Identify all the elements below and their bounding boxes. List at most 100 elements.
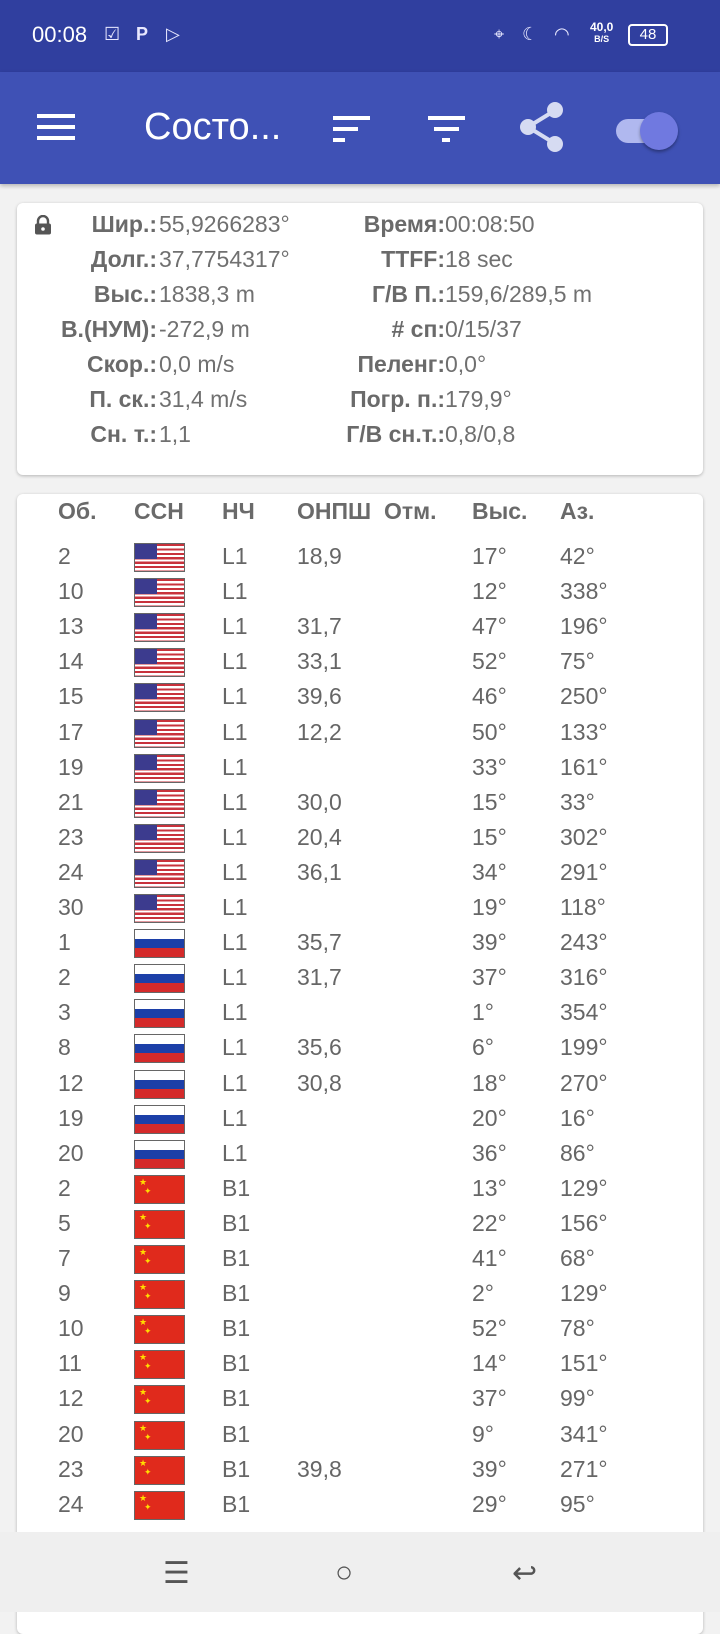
home-icon[interactable]: ○ <box>335 1556 354 1589</box>
share-icon[interactable] <box>518 102 566 152</box>
sat-frequency: L1 <box>222 1104 248 1131</box>
sat-id: 3 <box>58 999 71 1026</box>
table-row[interactable]: 5 ★ ✦ B1 22° 156° <box>17 1206 703 1242</box>
table-row[interactable]: 13 L1 31,7 47° 196° <box>17 609 703 645</box>
table-row[interactable]: 8 L1 35,6 6° 199° <box>17 1030 703 1066</box>
sat-azimuth: 16° <box>560 1104 595 1131</box>
table-row[interactable]: 23 ★ ✦ B1 39,8 39° 271° <box>17 1452 703 1488</box>
sat-azimuth: 95° <box>560 1490 595 1517</box>
sat-azimuth: 118° <box>560 894 606 920</box>
sat-cn0: 30,8 <box>297 1069 342 1096</box>
toggle-switch[interactable] <box>616 112 678 150</box>
table-row[interactable]: 24 L1 36,1 34° 291° <box>17 855 703 891</box>
back-icon[interactable]: ↩ <box>512 1557 538 1590</box>
sat-elevation: 15° <box>472 823 507 850</box>
header-cn0[interactable]: ОНПШ <box>297 498 372 524</box>
table-row[interactable]: 20 ★ ✦ B1 9° 341° <box>17 1417 703 1453</box>
menu-icon[interactable] <box>37 114 75 140</box>
sat-elevation: 19° <box>472 894 507 920</box>
recents-icon[interactable]: ☰ <box>163 1557 190 1590</box>
sat-frequency: B1 <box>222 1245 251 1271</box>
info-row: Шир.: 55,9266283° Время: 00:08:50 <box>17 211 703 247</box>
sat-azimuth: 291° <box>560 858 608 885</box>
info-value: 0,8/0,8 <box>445 421 516 447</box>
sat-cn0: 20,4 <box>297 823 342 850</box>
gps-info-card: Шир.: 55,9266283° Время: 00:08:50 Долг.: 37,7… <box>17 203 703 475</box>
table-row[interactable]: 19 L1 33° 161° <box>17 750 703 786</box>
info-value: 37,7754317° <box>159 246 290 272</box>
info-row: Долг.: 37,7754317° TTFF: 18 sec <box>17 246 703 282</box>
header-id[interactable]: Об. <box>58 498 97 524</box>
sort-icon[interactable] <box>333 116 370 149</box>
table-row[interactable]: 30 L1 19° 118° <box>17 890 703 926</box>
sat-id: 20 <box>58 1420 84 1447</box>
sat-elevation: 2° <box>472 1280 494 1307</box>
sat-frequency: L1 <box>222 1069 248 1096</box>
table-row[interactable]: 14 L1 33,1 52° 75° <box>17 644 703 680</box>
table-row[interactable]: 2 L1 18,9 17° 42° <box>17 539 703 575</box>
sat-azimuth: 196° <box>560 613 608 640</box>
sat-cn0: 33,1 <box>297 648 342 675</box>
flag-cn-icon: ★ ✦ <box>134 1174 185 1204</box>
sat-id: 9 <box>58 1280 71 1307</box>
info-label: Пеленг: <box>357 351 445 377</box>
checkbox-notification-icon: ☑ <box>104 24 121 44</box>
sat-elevation: 29° <box>472 1490 507 1517</box>
table-row[interactable]: 10 L1 12° 338° <box>17 574 703 610</box>
sat-cn0: 30,0 <box>297 788 342 815</box>
lock-icon <box>35 215 51 235</box>
sat-frequency: L1 <box>222 964 248 991</box>
header-constellation[interactable]: ССН <box>134 498 184 524</box>
table-row[interactable]: 2 L1 31,7 37° 316° <box>17 960 703 996</box>
satellite-table: Об. ССН НЧ ОНПШ Отм. Выс. Аз. 2 L1 18,9 17°… <box>17 494 703 1634</box>
info-value: 1838,3 m <box>159 281 255 307</box>
sat-cn0: 12,2 <box>297 718 342 745</box>
sat-cn0: 36,1 <box>297 858 342 885</box>
sat-elevation: 14° <box>472 1350 507 1377</box>
table-row[interactable]: 7 ★ ✦ B1 41° 68° <box>17 1241 703 1277</box>
table-row[interactable]: 21 L1 30,0 15° 33° <box>17 785 703 821</box>
table-row[interactable]: 2 ★ ✦ B1 13° 129° <box>17 1171 703 1207</box>
info-value: 0,0 m/s <box>159 351 235 377</box>
table-row[interactable]: 11 ★ ✦ B1 14° 151° <box>17 1346 703 1382</box>
sat-id: 12 <box>58 1385 84 1412</box>
sat-elevation: 34° <box>472 858 507 885</box>
table-row[interactable]: 19 L1 20° 16° <box>17 1101 703 1137</box>
moon-icon: ☾ <box>522 24 539 44</box>
table-row[interactable]: 24 ★ ✦ B1 29° 95° <box>17 1487 703 1523</box>
table-row[interactable]: 1 L1 35,7 39° 243° <box>17 925 703 961</box>
play-store-icon: ▷ <box>166 24 180 44</box>
table-row[interactable]: 9 ★ ✦ B1 2° 129° <box>17 1276 703 1312</box>
table-row[interactable]: 10 ★ ✦ B1 52° 78° <box>17 1311 703 1347</box>
header-flags[interactable]: Отм. <box>384 498 437 524</box>
sat-id: 14 <box>58 648 84 675</box>
table-row[interactable]: 15 L1 39,6 46° 250° <box>17 679 703 715</box>
flag-us-icon <box>134 578 185 608</box>
sat-id: 11 <box>58 1350 82 1377</box>
table-row[interactable]: 3 L1 1° 354° <box>17 995 703 1031</box>
flag-cn-icon: ★ ✦ <box>134 1420 185 1450</box>
sat-azimuth: 156° <box>560 1209 608 1236</box>
sat-frequency: L1 <box>222 718 248 745</box>
header-azimuth[interactable]: Аз. <box>560 498 595 524</box>
flag-ru-icon <box>134 999 185 1029</box>
sat-azimuth: 250° <box>560 683 608 710</box>
table-row[interactable]: 12 ★ ✦ B1 37° 99° <box>17 1381 703 1417</box>
sat-elevation: 36° <box>472 1139 507 1166</box>
info-label: Шир.: <box>91 211 157 237</box>
flag-us-icon <box>134 753 185 783</box>
sat-azimuth: 271° <box>560 1455 608 1482</box>
table-row[interactable]: 12 L1 30,8 18° 270° <box>17 1066 703 1102</box>
table-row[interactable]: 23 L1 20,4 15° 302° <box>17 820 703 856</box>
sat-id: 5 <box>58 1209 71 1236</box>
filter-icon[interactable] <box>428 116 465 149</box>
header-frequency[interactable]: НЧ <box>222 498 255 524</box>
header-elevation[interactable]: Выс. <box>472 498 528 524</box>
info-row: Выс.: 1838,3 m Г/В П.: 159,6/289,5 m <box>17 281 703 317</box>
table-row[interactable]: 17 L1 12,2 50° 133° <box>17 715 703 751</box>
flag-cn-icon: ★ ✦ <box>134 1280 185 1310</box>
table-row[interactable]: 20 L1 36° 86° <box>17 1136 703 1172</box>
sat-frequency: B1 <box>222 1420 251 1447</box>
sat-azimuth: 129° <box>560 1174 608 1201</box>
info-value: 159,6/289,5 m <box>445 281 593 307</box>
